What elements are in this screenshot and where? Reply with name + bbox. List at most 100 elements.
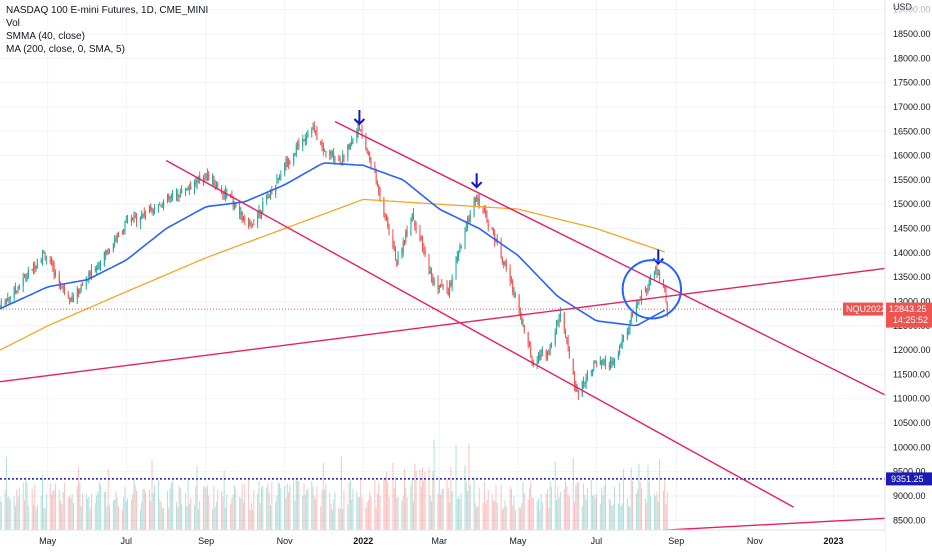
legend-vol[interactable]: Vol	[6, 18, 20, 29]
volume-bar	[241, 483, 243, 530]
indicators	[0, 162, 885, 480]
volume-bar	[492, 500, 494, 530]
candle-body	[139, 218, 141, 224]
price-axis[interactable]: 8500.00 9000.00 9500.00 10000.00 10500.00 110…	[893, 5, 931, 526]
candle-body	[503, 262, 505, 265]
x-tick-label: Jul	[120, 536, 132, 546]
candle-body	[17, 288, 19, 291]
candle-body	[604, 360, 606, 367]
volume-bar	[402, 495, 404, 530]
candle-body	[185, 190, 187, 192]
volume-bar	[94, 502, 96, 530]
volume-bar	[320, 506, 322, 530]
candle-body	[98, 264, 100, 266]
legend-title[interactable]: NASDAQ 100 E-mini Futures, 1D, CME_MINI	[6, 5, 209, 16]
candle-body	[626, 330, 628, 339]
volume-bar	[601, 487, 603, 530]
level-badge[interactable]: 9351.25	[886, 472, 932, 486]
y-tick-label: 13500.00	[893, 272, 931, 282]
candle-body	[356, 133, 358, 140]
candle-body	[94, 268, 96, 271]
candle-body	[414, 220, 416, 226]
candle-body	[67, 293, 69, 298]
candle-body	[370, 159, 372, 168]
volume-bar	[204, 486, 206, 530]
volume-bar	[565, 480, 567, 530]
volume-bar	[4, 489, 6, 530]
candle-body	[276, 179, 278, 185]
candle-body	[161, 206, 163, 208]
candle-body	[172, 193, 174, 197]
volume-bar	[35, 508, 37, 530]
volume-bar	[306, 490, 308, 530]
volume-bar	[169, 488, 171, 530]
volume-bar	[316, 486, 318, 530]
candle-body	[477, 199, 479, 201]
volume-bar	[366, 502, 368, 530]
candle-body	[0, 305, 1, 307]
volume-bar	[262, 485, 264, 530]
currency-label: USD	[893, 2, 913, 12]
volume-bar	[465, 482, 467, 530]
candle-body	[72, 297, 74, 300]
candle-body	[321, 142, 323, 147]
x-tick-label: Jul	[591, 536, 603, 546]
volume-bar	[87, 498, 89, 530]
volume-bar	[213, 486, 215, 530]
volume-bar	[545, 493, 547, 530]
volume-bar	[361, 497, 363, 530]
volume-bar	[179, 488, 181, 530]
candle-body	[177, 193, 179, 197]
candle-body	[546, 353, 548, 356]
candle-body	[537, 355, 539, 363]
volume-bar	[576, 482, 578, 530]
volume-bar	[388, 496, 390, 530]
volume-bar	[635, 493, 637, 530]
volume-bar	[233, 485, 235, 530]
volume-bar	[374, 480, 376, 530]
volume-bar	[482, 502, 484, 530]
candle-body	[62, 286, 64, 288]
candle-body	[293, 153, 295, 164]
candle-body	[483, 210, 485, 212]
candle-body	[657, 273, 659, 276]
time-axis[interactable]: May Jul Sep Nov 2022 Mar May Jul Sep Nov 2023	[39, 536, 843, 546]
candle-body	[235, 203, 237, 207]
volume-bar	[349, 479, 351, 530]
y-tick-label: 10500.00	[893, 418, 931, 428]
y-tick-label: 13000.00	[893, 296, 931, 306]
last-price-badge[interactable]: 12843.25 14:25:52	[886, 302, 932, 328]
drawings[interactable]	[0, 109, 886, 534]
volume-bar	[621, 503, 623, 530]
y-tick-label: 14500.00	[893, 224, 931, 234]
volume-bar	[331, 509, 333, 530]
volume-bar	[447, 488, 449, 530]
candle-body	[44, 252, 46, 260]
volume-bar	[641, 488, 643, 530]
candle-body	[7, 298, 9, 301]
legend-ma[interactable]: MA (200, close, 0, SMA, 5)	[6, 44, 125, 55]
volume-bar	[485, 504, 487, 530]
volume-bar	[72, 503, 74, 530]
volume-bar	[648, 481, 650, 530]
legend-smma[interactable]: SMMA (40, close)	[6, 31, 85, 42]
candle-body	[58, 273, 60, 284]
candle-body	[410, 221, 412, 235]
volume-bar	[232, 494, 234, 530]
volume-bar	[285, 497, 287, 530]
volume-bar	[163, 507, 165, 530]
candle-body	[510, 280, 512, 282]
volume-bar	[175, 502, 177, 530]
volume-bar	[76, 485, 78, 530]
volume-bar	[549, 480, 551, 530]
candle-body	[656, 269, 658, 275]
candle-body	[324, 150, 326, 152]
candle-body	[150, 205, 152, 211]
symbol-badge[interactable]: NQU2022	[843, 302, 886, 316]
candle-body	[194, 181, 196, 190]
volume-bar	[546, 489, 548, 530]
volume-bar	[177, 507, 179, 530]
candle-body	[330, 152, 332, 155]
